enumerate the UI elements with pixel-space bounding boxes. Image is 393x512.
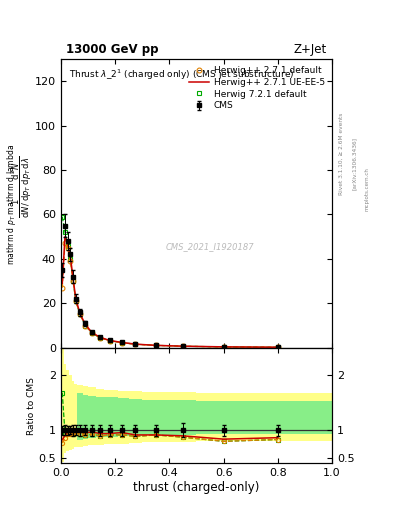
Text: Z+Jet: Z+Jet [294,43,327,56]
Herwig++ 2.7.1 UE-EE-5 [62,233,67,240]
Herwig++ 2.7.1 UE-EE-5 [119,339,124,346]
Herwig 7.2.1 default [275,344,280,350]
Herwig++ 2.7.1 UE-EE-5 [60,280,64,286]
Herwig 7.2.1 default [77,311,82,317]
Herwig++ 2.7.1 default [60,285,64,291]
Text: 13000 GeV pp: 13000 GeV pp [66,43,159,56]
Herwig++ 2.7.1 default [221,344,226,350]
Herwig 7.2.1 default [73,298,78,304]
Herwig++ 2.7.1 default [181,343,185,349]
Herwig++ 2.7.1 UE-EE-5 [83,322,88,328]
Herwig++ 2.7.1 UE-EE-5 [107,337,112,344]
Herwig 7.2.1 default [107,337,112,344]
Herwig++ 2.7.1 default [133,341,138,347]
Herwig++ 2.7.1 default [107,337,112,344]
Herwig++ 2.7.1 UE-EE-5 [133,341,138,347]
Herwig++ 2.7.1 default [90,330,94,336]
Text: [arXiv:1306.3436]: [arXiv:1306.3436] [352,137,357,190]
Herwig++ 2.7.1 UE-EE-5 [65,240,70,246]
Herwig++ 2.7.1 UE-EE-5 [68,253,73,260]
Herwig 7.2.1 default [68,256,73,262]
Herwig 7.2.1 default [133,341,138,347]
Herwig++ 2.7.1 default [98,335,103,341]
Herwig 7.2.1 default [83,323,88,329]
Line: Herwig++ 2.7.1 UE-EE-5: Herwig++ 2.7.1 UE-EE-5 [62,237,278,347]
Herwig++ 2.7.1 UE-EE-5 [77,310,82,316]
Herwig++ 2.7.1 default [71,278,75,284]
Herwig 7.2.1 default [98,335,103,341]
Herwig++ 2.7.1 default [65,245,70,251]
Herwig++ 2.7.1 UE-EE-5 [71,276,75,282]
Herwig++ 2.7.1 default [275,344,280,350]
Herwig++ 2.7.1 default [77,311,82,317]
Text: Rivet 3.1.10, ≥ 2.6M events: Rivet 3.1.10, ≥ 2.6M events [339,113,344,195]
Legend: Herwig++ 2.7.1 default, Herwig++ 2.7.1 UE-EE-5, Herwig 7.2.1 default, CMS: Herwig++ 2.7.1 default, Herwig++ 2.7.1 U… [187,63,328,113]
Text: mathrm d$^2$N
mathrm d $p_T$ mathrm d lambda: mathrm d$^2$N mathrm d $p_T$ mathrm d la… [0,144,18,265]
Herwig 7.2.1 default [90,330,94,336]
Herwig++ 2.7.1 UE-EE-5 [181,343,185,349]
Herwig 7.2.1 default [119,339,124,346]
Herwig++ 2.7.1 default [68,258,73,264]
Herwig++ 2.7.1 default [62,240,67,246]
Text: Thrust $\lambda\_2^1$ (charged only) (CMS jet substructure): Thrust $\lambda\_2^1$ (charged only) (CM… [69,68,295,82]
Line: Herwig 7.2.1 default: Herwig 7.2.1 default [60,214,280,350]
Herwig++ 2.7.1 UE-EE-5 [221,344,226,350]
Text: $\dfrac{1}{\mathrm{d}N\,/\,\mathrm{d}p_T}\,\dfrac{\mathrm{d}^2 N}{\mathrm{d}p_T\: $\dfrac{1}{\mathrm{d}N\,/\,\mathrm{d}p_T… [9,156,34,218]
Herwig++ 2.7.1 default [153,343,158,349]
Herwig 7.2.1 default [181,343,185,349]
Text: mcplots.cern.ch: mcplots.cern.ch [365,167,370,211]
Herwig 7.2.1 default [65,243,70,249]
Herwig++ 2.7.1 default [119,339,124,346]
Text: CMS_2021_I1920187: CMS_2021_I1920187 [166,242,254,251]
Herwig++ 2.7.1 default [73,298,78,304]
Herwig 7.2.1 default [62,229,67,236]
Herwig 7.2.1 default [71,278,75,284]
Herwig 7.2.1 default [153,343,158,349]
Line: Herwig++ 2.7.1 default: Herwig++ 2.7.1 default [60,241,280,350]
Herwig 7.2.1 default [60,214,64,220]
Herwig 7.2.1 default [221,344,226,350]
Herwig++ 2.7.1 UE-EE-5 [153,343,158,349]
Herwig++ 2.7.1 default [83,323,88,329]
Y-axis label: Ratio to CMS: Ratio to CMS [27,377,36,435]
Herwig++ 2.7.1 UE-EE-5 [90,330,94,336]
Herwig++ 2.7.1 UE-EE-5 [73,296,78,302]
Herwig++ 2.7.1 UE-EE-5 [98,334,103,340]
Herwig++ 2.7.1 UE-EE-5 [275,344,280,350]
X-axis label: thrust (charged-only): thrust (charged-only) [133,481,260,494]
